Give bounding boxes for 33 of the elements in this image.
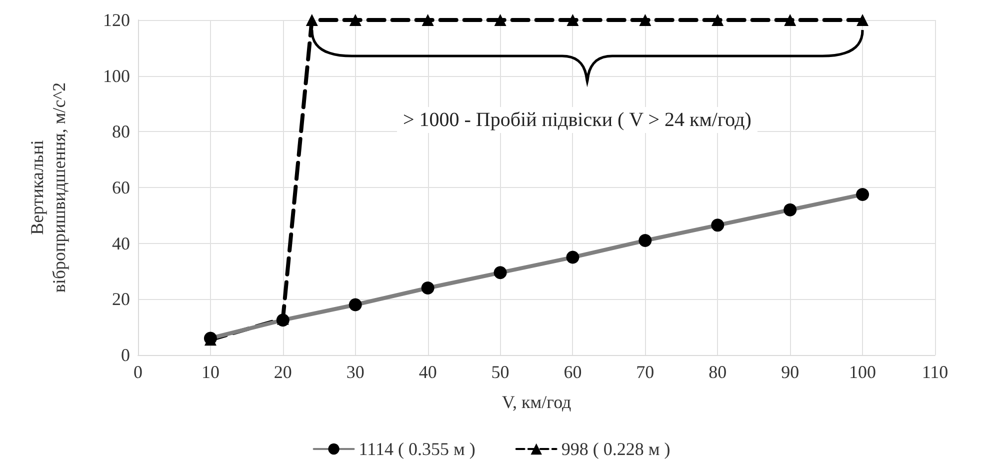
- point: [566, 14, 579, 26]
- x-tick-label: 80: [708, 362, 727, 382]
- x-tick-label: 110: [922, 362, 948, 382]
- y-tick-label: 0: [121, 345, 130, 365]
- x-axis-title: V, км/год: [502, 392, 572, 412]
- x-tick-label: 60: [564, 362, 582, 382]
- point: [639, 14, 652, 26]
- point: [349, 14, 362, 26]
- y-axis-title: Вертикальні вібропришвидшення, м/с^2: [27, 82, 69, 293]
- point: [306, 14, 318, 26]
- point: [422, 14, 434, 26]
- x-tick-label: 10: [201, 362, 220, 382]
- point: [712, 14, 724, 26]
- y-tick-label: 60: [112, 178, 130, 198]
- y-tick-label: 80: [112, 122, 130, 142]
- x-tick-label: 30: [346, 362, 364, 382]
- legend-label: 998 ( 0.228 м ): [561, 439, 670, 459]
- y-tick-label: 20: [112, 289, 130, 310]
- y-tick-label: 100: [103, 66, 130, 86]
- x-tick-label: 40: [418, 362, 437, 382]
- point: [784, 14, 796, 26]
- x-tick-label: 70: [636, 362, 654, 382]
- point: [494, 14, 506, 26]
- x-tick-label: 20: [274, 362, 292, 382]
- x-tick-label: 50: [491, 362, 510, 382]
- x-tick-label: 0: [134, 362, 142, 382]
- y-tick-label: 40: [112, 233, 130, 254]
- x-tick-label: 100: [849, 362, 876, 382]
- point: [856, 14, 869, 26]
- y-tick-label: 120: [103, 10, 130, 30]
- annotation: > 1000 - Пробій підвіски ( V > 24 км/год): [402, 109, 752, 131]
- x-tick-label: 90: [781, 362, 800, 382]
- legend-label: 1114 ( 0.355 м ): [358, 439, 476, 459]
